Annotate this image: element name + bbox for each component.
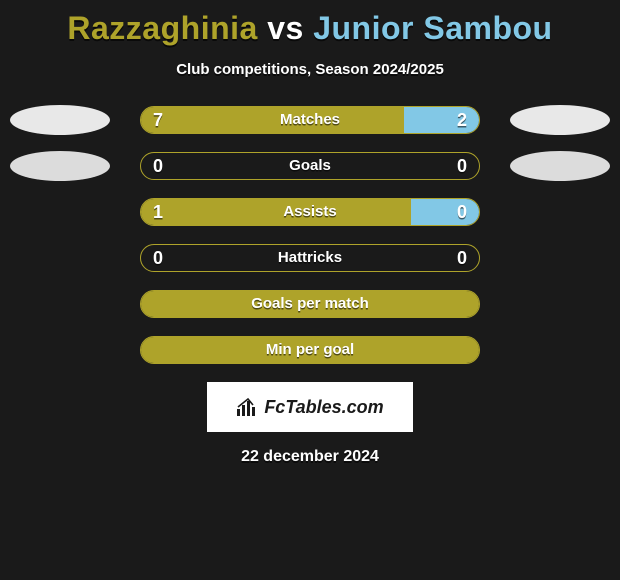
chart-icon: [236, 397, 258, 417]
stat-label: Goals: [141, 153, 479, 179]
player2-ellipse: [510, 151, 610, 181]
stat-bar-track: Min per goal: [140, 336, 480, 364]
player2-name: Junior Sambou: [313, 10, 552, 46]
player1-ellipse: [10, 105, 110, 135]
subtitle: Club competitions, Season 2024/2025: [0, 61, 620, 78]
stat-value-left: 0: [153, 245, 163, 271]
stat-bar-track: Hattricks0 0: [140, 244, 480, 272]
comparison-chart: Matches72Goals00Assists10Hattricks00Goal…: [0, 106, 620, 366]
vs-text: vs: [267, 10, 304, 46]
stat-bar-left: [141, 291, 479, 317]
stat-bar-right: [411, 199, 479, 225]
logo-box: FcTables.com: [207, 382, 413, 432]
stat-bar-left: [141, 337, 479, 363]
player1-name: Razzaghinia: [67, 10, 257, 46]
stat-value-right: 0: [457, 245, 467, 271]
date-text: 22 december 2024: [0, 448, 620, 466]
page-title: Razzaghinia vs Junior Sambou: [0, 0, 620, 47]
stat-row: Matches72: [0, 106, 620, 136]
stat-row: Min per goal: [0, 336, 620, 366]
stat-label: Hattricks: [141, 245, 479, 271]
stat-row: Goals0 0: [0, 152, 620, 182]
player2-ellipse: [510, 105, 610, 135]
stat-bar-track: Matches72: [140, 106, 480, 134]
stat-value-right: 0: [457, 153, 467, 179]
logo-text: FcTables.com: [264, 397, 383, 418]
stat-bar-left: [141, 199, 411, 225]
player1-ellipse: [10, 151, 110, 181]
stat-bar-right: [404, 107, 479, 133]
stat-bar-track: Goals per match: [140, 290, 480, 318]
stat-row: Goals per match: [0, 290, 620, 320]
stat-bar-left: [141, 107, 404, 133]
stat-value-left: 0: [153, 153, 163, 179]
stat-bar-track: Assists10: [140, 198, 480, 226]
stat-bar-track: Goals0 0: [140, 152, 480, 180]
stat-row: Hattricks0 0: [0, 244, 620, 274]
stat-row: Assists10: [0, 198, 620, 228]
